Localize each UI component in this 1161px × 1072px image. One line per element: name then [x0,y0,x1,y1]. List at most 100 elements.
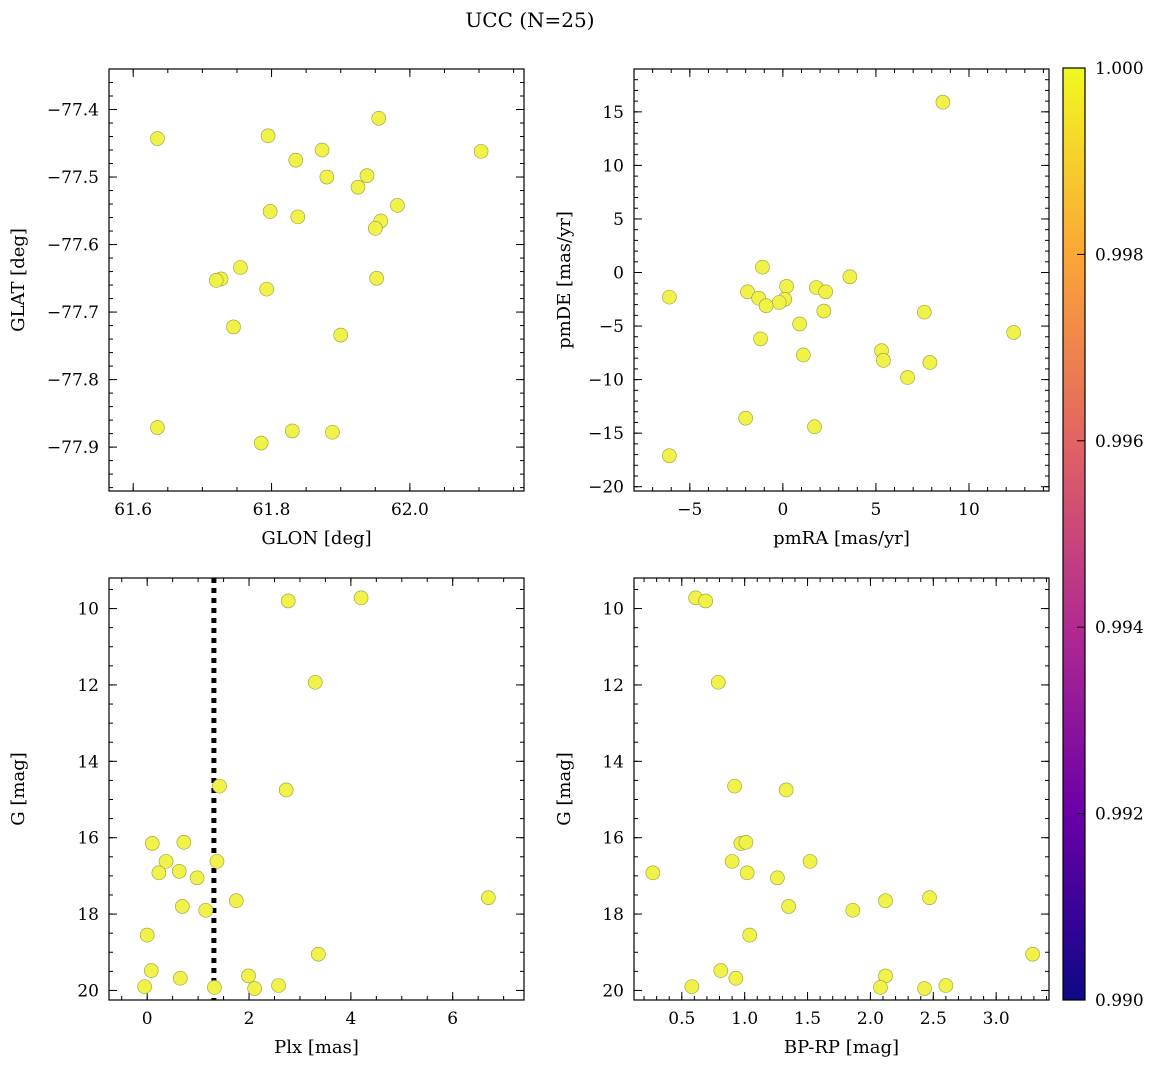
data-point [271,978,286,993]
colorbar-tick-label: 0.994 [1095,618,1144,638]
data-point [150,420,165,435]
data-point [284,423,300,439]
x-tick-label: 0 [777,500,788,520]
y-tick-label: 18 [77,905,99,925]
data-point [189,870,205,886]
y-tick-label: 5 [613,210,624,230]
data-point [781,899,796,914]
y-tick-label: 12 [77,676,99,696]
data-point [367,221,383,236]
data-point [724,854,740,869]
data-point [1006,325,1021,340]
y-tick-label: −77.8 [47,371,99,391]
y-tick-label: 10 [602,600,624,620]
data-point [319,169,335,185]
data-point [171,863,187,879]
plot-frame [108,577,525,1001]
data-point [917,304,932,320]
data-point [802,854,818,869]
data-point [481,890,496,905]
data-point [307,674,323,690]
panel-bprp-g: 0.5 1.0 1.5 2.0 2.5 3.0 10 12 14 16 18 20 BP-RP [mag… [554,577,1050,1058]
x-tick-label: 0.5 [668,1009,695,1029]
data-point [738,410,753,426]
y-tick-label: 15 [602,103,624,123]
x-tick-label: 2.5 [920,1009,947,1029]
data-point [353,590,369,606]
colorbar-tick-label: 0.992 [1095,805,1144,825]
x-tick-label: −5 [677,500,702,520]
plot-frame [108,68,525,492]
y-tick-label: 20 [77,981,99,1001]
data-point [247,981,262,996]
x-tick-label: 10 [958,500,980,520]
y-tick-label: 14 [602,752,624,772]
data-point [325,424,340,440]
y-axis-label: G [mag] [8,752,29,825]
data-point [314,142,330,158]
data-point [290,209,306,225]
data-point [212,778,227,794]
panel-glon-glat: 61.6 61.8 62.0 −77.9 −77.8 −77.7 −77.6 −77.5 −77… [8,68,525,549]
data-point [738,834,754,850]
x-tick-label: 61.8 [253,500,291,520]
y-tick-label: 12 [602,676,624,696]
data-point [198,902,214,918]
data-point [473,144,489,159]
colorbar-tick-label: 0.998 [1095,245,1144,265]
data-point [151,865,167,881]
y-tick-label: 0 [613,264,624,284]
data-point [796,347,811,363]
x-tick-label: 4 [345,1009,356,1029]
y-tick-label: −5 [599,317,624,337]
data-point [209,854,225,869]
data-point [779,279,794,294]
colorbar-tick-label: 0.996 [1095,432,1144,452]
data-point [150,131,165,146]
data-point [259,281,275,297]
plot-frame [633,577,1050,1001]
x-tick-label: 2.0 [857,1009,884,1029]
data-point [742,927,757,943]
data-point [144,836,160,851]
y-tick-label: −77.5 [47,168,99,188]
y-axis-label: pmDE [mas/yr] [554,211,575,349]
y-tick-label: 20 [602,981,624,1001]
data-point [753,331,768,347]
data-point [229,893,244,909]
data-point [740,284,755,300]
x-axis-label: pmRA [mas/yr] [773,528,910,549]
data-point [816,303,832,319]
y-tick-label: 16 [77,829,99,849]
data-point [241,968,256,984]
data-point [645,865,661,881]
data-point [288,152,304,168]
y-axis-label: GLAT [deg] [8,228,29,332]
data-point [260,128,276,144]
data-point [758,298,774,314]
data-point [818,284,833,300]
data-point [845,902,861,918]
data-point [207,980,222,995]
data-point [873,980,888,995]
x-tick-label: 1.0 [731,1009,758,1029]
data-point [739,865,755,881]
data-point [208,273,224,288]
colorbar-gradient [1063,68,1085,1000]
data-point [792,316,807,332]
colorbar: 0.990 0.992 0.994 0.996 0.998 1.000 [1062,59,1144,1011]
colorbar-tick-label: 0.990 [1095,991,1144,1011]
data-point [922,890,937,905]
data-point [917,981,932,996]
data-point [139,927,155,943]
y-tick-label: −20 [588,478,624,498]
data-point [876,353,891,368]
x-tick-label: 6 [447,1009,458,1029]
data-point [770,870,785,886]
data-point [253,435,269,451]
plot-frame [633,68,1050,492]
data-point [900,370,915,385]
x-tick-label: 62.0 [391,500,429,520]
y-tick-label: −77.6 [47,236,99,256]
